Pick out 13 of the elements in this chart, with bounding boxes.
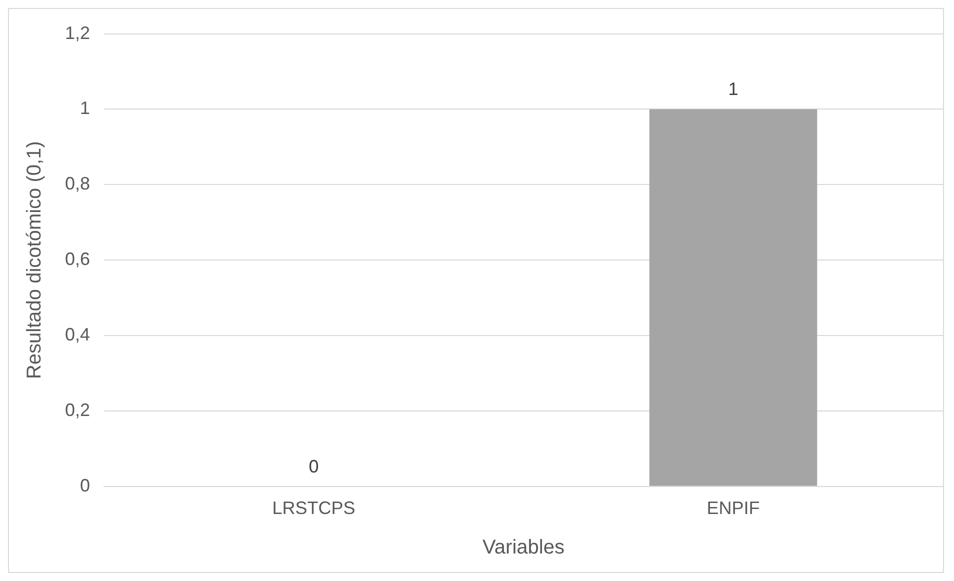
y-tick-label: 1,2 (64, 22, 90, 43)
x-tick-label: ENPIF (706, 498, 760, 518)
data-label: 1 (728, 79, 738, 100)
x-axis-title: Variables (482, 536, 564, 559)
x-tick-label: LRSTCPS (272, 498, 356, 518)
y-axis-title: Resultado dicotómico (0,1) (24, 141, 46, 380)
y-tick-label: 1 (80, 98, 90, 118)
y-tick-label: 0,8 (64, 174, 90, 194)
y-tick-label: 0,4 (64, 324, 90, 344)
y-tick-label: 0,6 (64, 249, 90, 270)
data-label: 0 (308, 456, 319, 476)
y-tick-label: 0 (80, 475, 90, 496)
y-tick-label: 0,2 (64, 400, 90, 420)
